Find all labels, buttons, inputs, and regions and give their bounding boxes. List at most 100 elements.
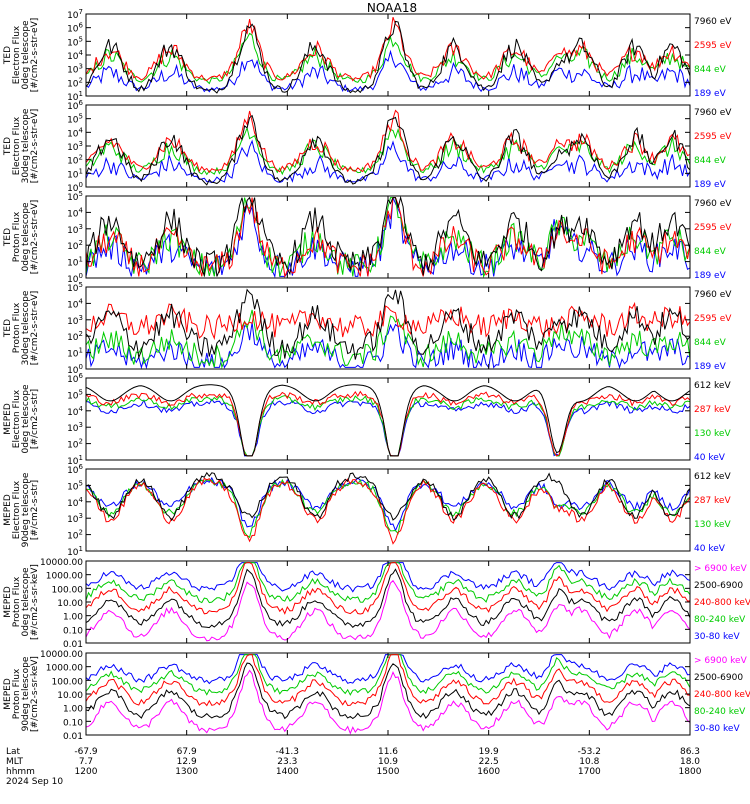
x-tick-label: 67.9: [177, 747, 197, 757]
y-axis-label-line: Proton Flux: [12, 302, 22, 353]
legend-entry: 7960 eV: [694, 290, 732, 300]
y-axis-label-line: TED: [3, 319, 13, 338]
x-tick-label: 10.9: [378, 757, 398, 767]
y-tick-label: 104: [67, 297, 83, 310]
y-axis-label: TEDElectron Flux0deg telescope[#/cm2-s-s…: [3, 18, 40, 93]
y-tick-label: 106: [67, 22, 83, 35]
y-tick-label: 102: [67, 438, 83, 451]
series-line-2-2: [85, 109, 691, 174]
legend-entry: 2595 eV: [694, 41, 732, 51]
x-tick-label: 23.3: [277, 757, 297, 767]
series-line-6-3: [85, 478, 691, 539]
y-tick-label: 103: [67, 223, 83, 236]
y-axis-label-line: Proton Flux: [12, 211, 22, 262]
panel-frame: [85, 13, 691, 97]
y-axis-label-line: [#/cm2-s-str]: [30, 480, 40, 540]
y-axis-label-line: Proton Flux: [12, 576, 22, 627]
panel-6: 101 102 103 104 105 106 MEPEDElectron Flux90de…: [3, 463, 731, 558]
y-axis-label-line: [#/cm2-s-str]: [30, 389, 40, 449]
y-axis-label-line: [#/cm2-s-str-eV]: [30, 200, 40, 275]
y-tick-label: 103: [67, 63, 83, 76]
date-label: 2024 Sep 10: [6, 777, 63, 787]
y-tick-label: 100: [67, 272, 83, 285]
x-tick-label: 1500: [377, 767, 400, 777]
y-tick-label: 103: [67, 140, 83, 153]
legend-entry: 844 eV: [694, 156, 727, 166]
y-tick-label: 102: [67, 154, 83, 167]
legend-entry: 80-240 keV: [694, 707, 746, 717]
y-tick-label: 105: [67, 281, 83, 294]
panel-8: 0.010.101.0010.00100.001000.0010000.00ME…: [3, 650, 750, 742]
y-tick-label: 104: [67, 126, 83, 139]
y-tick-label: 105: [67, 35, 83, 48]
legend-entry: 2500-6900: [694, 673, 743, 683]
series-line-3-3: [85, 197, 691, 279]
panel-7: 0.010.101.0010.00100.001000.0010000.00ME…: [3, 558, 750, 650]
y-axis-label-line: TED: [3, 137, 13, 156]
y-tick-label: 101: [67, 454, 83, 467]
y-axis-label-line: MEPED: [3, 494, 13, 526]
x-tick-label: -67.9: [74, 747, 98, 757]
legend-entry: 2595 eV: [694, 314, 732, 324]
y-axis-label: MEPEDProton Flux0deg telescope[#/cm2-s-s…: [3, 564, 40, 640]
series-line-7-2: [85, 568, 691, 629]
y-tick-label: 104: [67, 206, 83, 219]
x-tick-label: 19.9: [479, 747, 499, 757]
y-tick-label: 100.00: [52, 677, 84, 687]
y-axis-label-line: 90deg telescope: [21, 472, 31, 547]
series-line-8-3: [85, 654, 691, 707]
panel-3: 100 101 102 103 104 105 TEDProton Flux0deg tel…: [3, 190, 732, 285]
y-tick-label: 100.00: [52, 585, 84, 595]
x-tick-label: 1600: [477, 767, 500, 777]
legend-entry: 240-800 keV: [694, 598, 750, 608]
y-axis-label: TEDProton Flux0deg telescope[#/cm2-s-str…: [3, 200, 40, 275]
legend-entry: 844 eV: [694, 247, 727, 257]
y-tick-label: 101: [67, 256, 83, 269]
x-tick-label: 1300: [175, 767, 198, 777]
y-tick-label: 105: [67, 190, 83, 203]
y-tick-label: 1.00: [63, 705, 83, 715]
x-tick-label: 22.5: [479, 757, 499, 767]
y-axis-label-line: 0deg telescope: [21, 20, 31, 90]
y-tick-label: 0.01: [63, 640, 83, 650]
series-line-7-3: [85, 562, 691, 615]
y-tick-label: 0.01: [63, 732, 83, 742]
y-tick-label: 102: [67, 330, 83, 343]
y-tick-label: 100: [67, 181, 83, 194]
x-tick-label: 1400: [276, 767, 299, 777]
series-line-2-3: [85, 126, 691, 176]
legend-entry: 30-80 keV: [694, 632, 740, 642]
x-row-label: hhmm: [6, 767, 35, 777]
y-axis-label-line: [#/cm2-s-str-eV]: [30, 109, 40, 184]
series-line-2-1: [85, 114, 691, 186]
legend-entry: 130 keV: [694, 520, 731, 530]
y-tick-label: 10000.00: [40, 650, 83, 660]
y-tick-label: 101: [67, 90, 83, 103]
y-tick-label: 102: [67, 529, 83, 542]
y-tick-label: 103: [67, 421, 83, 434]
y-tick-label: 100: [67, 363, 83, 376]
y-tick-label: 0.10: [63, 626, 83, 636]
y-tick-label: 104: [67, 405, 83, 418]
y-tick-label: 101: [67, 347, 83, 360]
y-tick-label: 1000.00: [46, 664, 83, 674]
series-line-8-5: [85, 654, 691, 685]
y-axis-label-line: Electron Flux: [12, 25, 22, 84]
x-row-label: Lat: [6, 747, 21, 757]
series-line-7-5: [85, 562, 691, 593]
x-tick-label: 11.6: [378, 747, 398, 757]
y-axis-label-line: MEPED: [3, 403, 13, 435]
y-axis-label: TEDProton Flux30deg telescope[#/cm2-s-st…: [3, 290, 40, 365]
x-tick-label: -53.2: [578, 747, 601, 757]
y-axis-label-line: [#/cm2-s-str-eV]: [30, 291, 40, 366]
legend-entry: 130 keV: [694, 429, 731, 439]
legend-entry: 2595 eV: [694, 132, 732, 142]
y-axis-label-line: Proton Flux: [12, 668, 22, 719]
legend-entry: 2595 eV: [694, 223, 732, 233]
legend-entry: 80-240 keV: [694, 615, 746, 625]
x-tick-label: 10.8: [579, 757, 599, 767]
